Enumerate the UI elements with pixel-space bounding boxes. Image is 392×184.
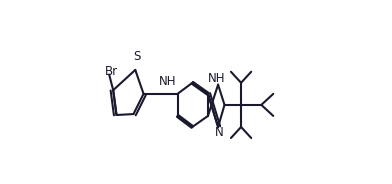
Text: NH: NH <box>159 75 176 88</box>
Text: S: S <box>133 49 140 63</box>
Text: Br: Br <box>105 65 118 78</box>
Text: N: N <box>215 126 224 139</box>
Text: NH: NH <box>207 72 225 85</box>
